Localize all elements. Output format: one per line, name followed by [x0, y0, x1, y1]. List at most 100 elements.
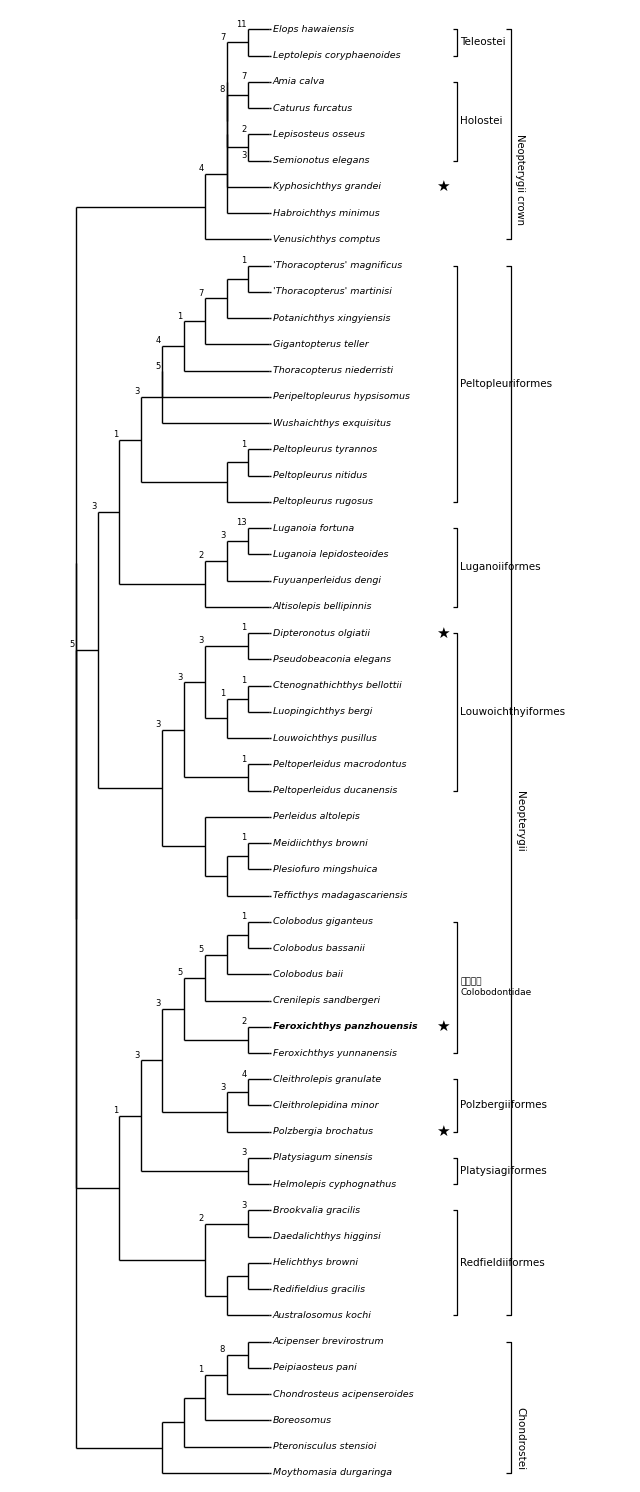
Text: Cleithrolepidina minor: Cleithrolepidina minor [273, 1101, 378, 1110]
Text: Peltopleuriformes: Peltopleuriformes [460, 379, 552, 389]
Text: Plesiofuro mingshuica: Plesiofuro mingshuica [273, 865, 377, 874]
Text: Redifieldius gracilis: Redifieldius gracilis [273, 1285, 365, 1294]
Text: Daedalichthys higginsi: Daedalichthys higginsi [273, 1232, 380, 1241]
Text: Colobodus bassanii: Colobodus bassanii [273, 943, 365, 952]
Text: 2: 2 [198, 1214, 204, 1223]
Text: Chondrostei: Chondrostei [515, 1407, 525, 1471]
Text: Peltoperleidus ducanensis: Peltoperleidus ducanensis [273, 786, 397, 795]
Text: Peltopleurus tyrannos: Peltopleurus tyrannos [273, 445, 377, 454]
Text: Brookvalia gracilis: Brookvalia gracilis [273, 1206, 360, 1214]
Text: 5: 5 [198, 944, 204, 953]
Text: 5: 5 [177, 968, 182, 977]
Text: Neopterygii: Neopterygii [515, 791, 525, 852]
Text: 'Thoracopterus' magnificus: 'Thoracopterus' magnificus [273, 261, 402, 270]
Text: Platysiagum sinensis: Platysiagum sinensis [273, 1153, 372, 1162]
Text: 11: 11 [236, 19, 247, 28]
Text: Peripeltopleurus hypsisomus: Peripeltopleurus hypsisomus [273, 392, 410, 401]
Text: Teleostei: Teleostei [460, 37, 506, 48]
Text: 1: 1 [241, 676, 247, 685]
Text: Chondrosteus acipenseroides: Chondrosteus acipenseroides [273, 1389, 413, 1398]
Text: 3: 3 [241, 151, 247, 160]
Text: Thoracopterus niederristi: Thoracopterus niederristi [273, 366, 393, 374]
Text: 1: 1 [113, 430, 118, 439]
Text: 3: 3 [91, 501, 97, 510]
Text: ★: ★ [436, 625, 450, 640]
Text: ★: ★ [436, 179, 450, 194]
Text: 8: 8 [220, 85, 225, 94]
Text: 3: 3 [241, 1201, 247, 1210]
Text: Habroichthys minimus: Habroichthys minimus [273, 209, 380, 218]
Text: Redfieldiiformes: Redfieldiiformes [460, 1258, 545, 1268]
Text: 1: 1 [220, 689, 225, 698]
Text: Pteronisculus stensioi: Pteronisculus stensioi [273, 1443, 376, 1452]
Text: 5: 5 [156, 361, 161, 370]
Text: 2: 2 [241, 125, 247, 134]
Text: Neopterygii crown: Neopterygii crown [515, 134, 525, 225]
Text: Moythomasia durgaringa: Moythomasia durgaringa [273, 1468, 392, 1477]
Text: Colobodus giganteus: Colobodus giganteus [273, 918, 372, 927]
Text: 3: 3 [241, 1149, 247, 1158]
Text: ★: ★ [436, 1125, 450, 1140]
Text: 1: 1 [113, 1106, 118, 1115]
Text: 7: 7 [220, 33, 225, 42]
Text: Pseudobeaconia elegans: Pseudobeaconia elegans [273, 655, 391, 664]
Text: Potanichthys xingyiensis: Potanichthys xingyiensis [273, 313, 390, 322]
Text: Altisolepis bellipinnis: Altisolepis bellipinnis [273, 603, 372, 612]
Text: 2: 2 [241, 1018, 247, 1026]
Text: 3: 3 [156, 1000, 161, 1009]
Text: Tefficthys madagascariensis: Tefficthys madagascariensis [273, 891, 407, 900]
Text: Cleithrolepis granulate: Cleithrolepis granulate [273, 1074, 381, 1083]
Text: Amia calva: Amia calva [273, 78, 325, 87]
Text: 1: 1 [241, 440, 247, 449]
Text: Luganoiiformes: Luganoiiformes [460, 562, 541, 573]
Text: Kyphosichthys grandei: Kyphosichthys grandei [273, 182, 381, 191]
Text: 7: 7 [241, 72, 247, 81]
Text: Venusichthys comptus: Venusichthys comptus [273, 234, 380, 243]
Text: Lepisosteus osseus: Lepisosteus osseus [273, 130, 365, 139]
Text: 3: 3 [177, 673, 182, 682]
Text: 3: 3 [156, 721, 161, 730]
Text: Fuyuanperleidus dengi: Fuyuanperleidus dengi [273, 576, 381, 585]
Text: Peltopleurus rugosus: Peltopleurus rugosus [273, 497, 372, 506]
Text: Feroxichthys yunnanensis: Feroxichthys yunnanensis [273, 1049, 397, 1058]
Text: 3: 3 [134, 1050, 140, 1059]
Text: 1: 1 [241, 255, 247, 264]
Text: 1: 1 [177, 312, 182, 321]
Text: Ctenognathichthys bellottii: Ctenognathichthys bellottii [273, 680, 401, 689]
Text: 'Thoracopterus' martinisi: 'Thoracopterus' martinisi [273, 288, 392, 297]
Text: Helichthys browni: Helichthys browni [273, 1258, 358, 1268]
Text: Feroxichthys panzhouensis: Feroxichthys panzhouensis [273, 1022, 417, 1031]
Text: Polzbergia brochatus: Polzbergia brochatus [273, 1128, 372, 1137]
Text: Perleidus altolepis: Perleidus altolepis [273, 812, 360, 821]
Text: Wushaichthys exquisitus: Wushaichthys exquisitus [273, 419, 390, 428]
Text: 3: 3 [220, 1083, 225, 1092]
Text: Leptolepis coryphaenoides: Leptolepis coryphaenoides [273, 51, 400, 60]
Text: 7: 7 [198, 288, 204, 297]
Text: Meidiichthys browni: Meidiichthys browni [273, 839, 367, 847]
Text: Boreosomus: Boreosomus [273, 1416, 332, 1425]
Text: 5: 5 [70, 640, 75, 649]
Text: Peltopleurus nitidus: Peltopleurus nitidus [273, 471, 367, 480]
Text: 1: 1 [241, 755, 247, 764]
Text: 疣齿鱼科
Colobodontidae: 疣齿鱼科 Colobodontidae [460, 977, 531, 997]
Text: Caturus furcatus: Caturus furcatus [273, 103, 352, 112]
Text: 4: 4 [241, 1070, 247, 1079]
Text: Luganoia lepidosteoides: Luganoia lepidosteoides [273, 549, 388, 560]
Text: Luganoia fortuna: Luganoia fortuna [273, 524, 354, 533]
Text: Colobodus baii: Colobodus baii [273, 970, 342, 979]
Text: Holostei: Holostei [460, 116, 503, 127]
Text: 1: 1 [198, 1365, 204, 1374]
Text: 4: 4 [156, 336, 161, 345]
Text: 8: 8 [220, 1346, 225, 1355]
Text: Louwoichthyiformes: Louwoichthyiformes [460, 707, 565, 716]
Text: Platysiagiformes: Platysiagiformes [460, 1167, 547, 1176]
Text: Dipteronotus olgiatii: Dipteronotus olgiatii [273, 628, 370, 637]
Text: Peltoperleidus macrodontus: Peltoperleidus macrodontus [273, 759, 406, 768]
Text: 3: 3 [134, 388, 140, 397]
Text: Australosomus kochi: Australosomus kochi [273, 1311, 371, 1320]
Text: 1: 1 [241, 912, 247, 921]
Text: 4: 4 [198, 164, 204, 173]
Text: Acipenser brevirostrum: Acipenser brevirostrum [273, 1337, 384, 1346]
Text: 13: 13 [236, 518, 247, 527]
Text: ★: ★ [436, 1019, 450, 1034]
